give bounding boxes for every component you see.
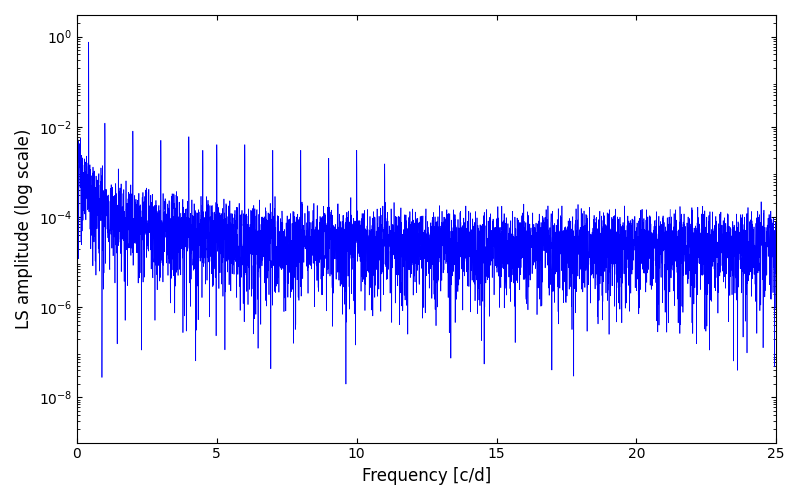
Y-axis label: LS amplitude (log scale): LS amplitude (log scale) xyxy=(15,128,33,329)
X-axis label: Frequency [c/d]: Frequency [c/d] xyxy=(362,467,491,485)
